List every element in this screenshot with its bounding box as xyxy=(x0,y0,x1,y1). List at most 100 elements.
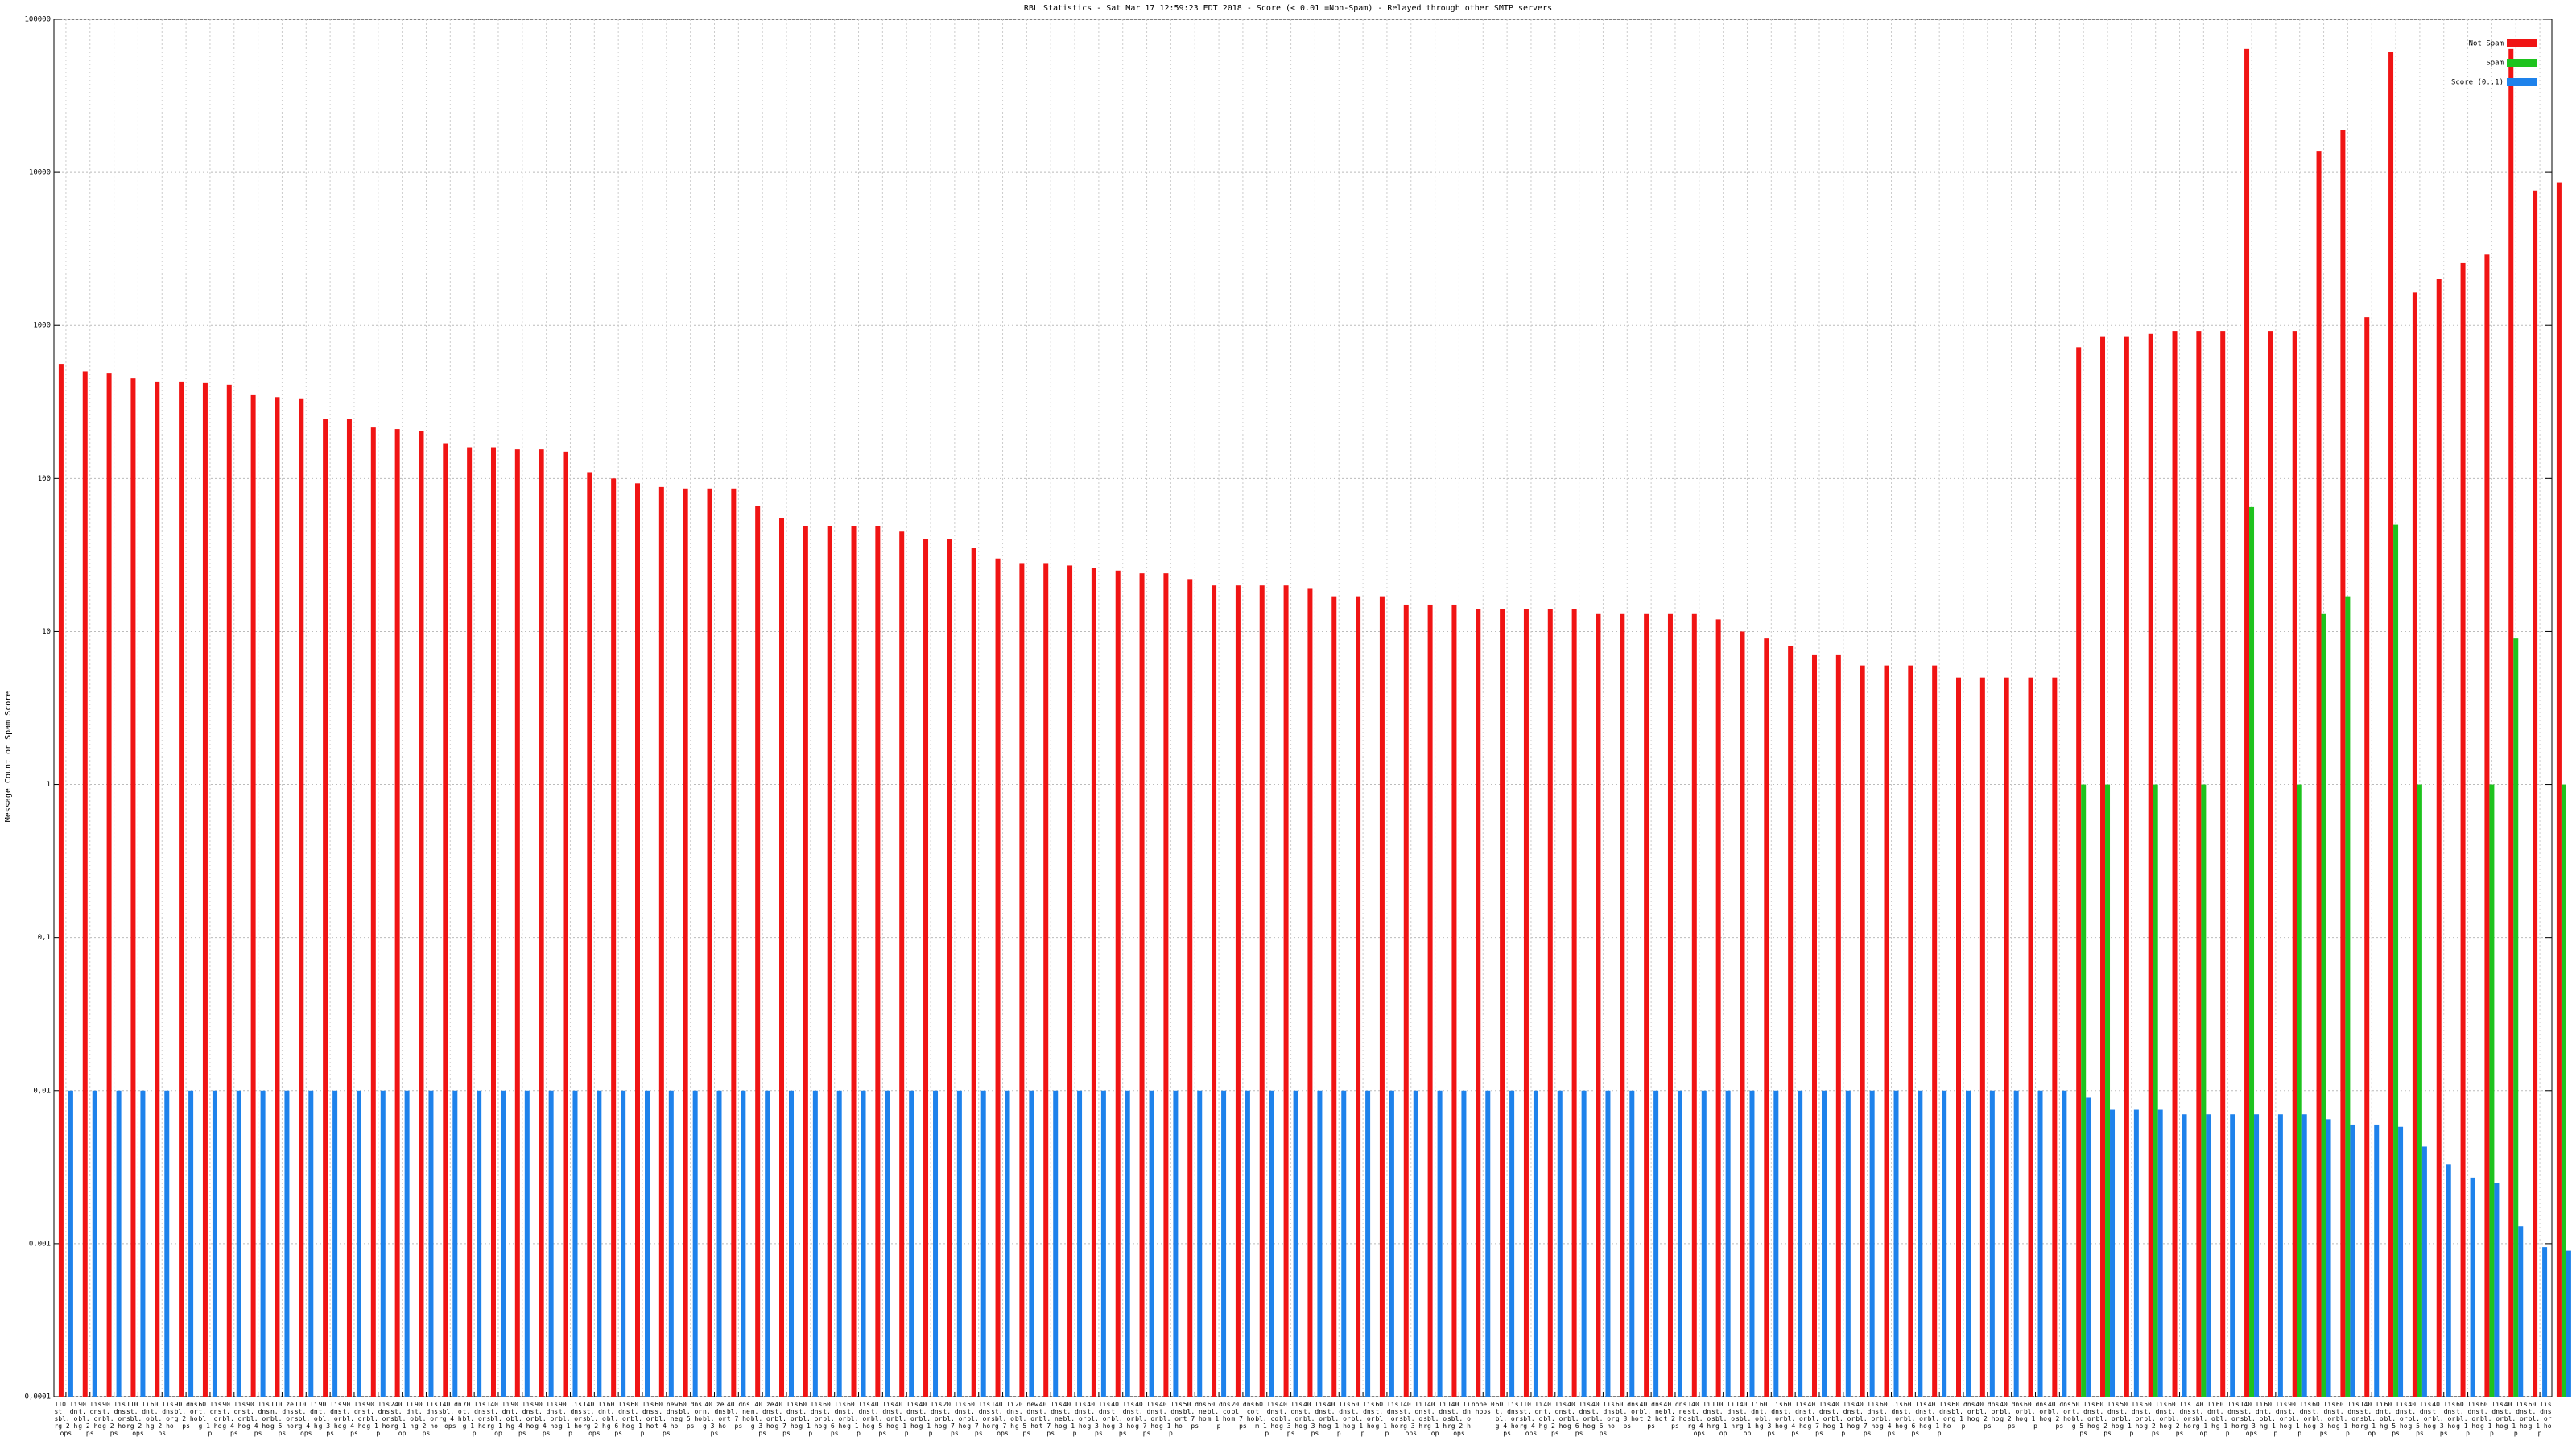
bar xyxy=(2484,254,2490,1397)
bar xyxy=(2220,331,2226,1397)
x-tick-label: 60 list. dnsbl. org 1 hop xyxy=(630,1401,654,1437)
x-tick-label: 40 list. dnsbl. org 1 hop xyxy=(919,1401,943,1437)
x-tick-label: 40 zen. dnsbl. org 3 hops xyxy=(703,1401,726,1437)
bar xyxy=(1341,1090,1347,1397)
bar xyxy=(155,381,160,1397)
bar xyxy=(356,1090,361,1397)
bar xyxy=(1547,609,1553,1397)
legend-label: Spam xyxy=(2486,60,2504,68)
bar xyxy=(250,394,256,1397)
bar xyxy=(1221,1090,1227,1397)
bar xyxy=(1187,579,1193,1397)
bar xyxy=(909,1090,914,1397)
bar xyxy=(548,1090,554,1397)
x-tick-label: 60 list. dnsbl. org 1 hop xyxy=(2528,1401,2552,1437)
bar xyxy=(1259,585,1265,1397)
bar xyxy=(380,1090,386,1397)
bar xyxy=(1029,1090,1034,1397)
x-tick-label: 50 list. dnsbl. org 7 hops xyxy=(967,1401,991,1437)
bar xyxy=(2421,1146,2427,1397)
bar xyxy=(1821,1090,1827,1397)
x-tick-label: 60 list. dnsbl. org 1 hop xyxy=(2335,1401,2359,1437)
bar xyxy=(2254,1114,2260,1397)
x-tick-label: 60 list. dnsbl. org 2 hops xyxy=(2095,1401,2120,1437)
bar xyxy=(467,447,473,1397)
bar xyxy=(1307,588,1313,1397)
y-tick-label: 100 xyxy=(38,475,51,483)
x-tick-label: 40 dnsbl. org 2 hops xyxy=(1975,1401,2000,1430)
x-tick-label: 60 news. dnsbl. net 4 hops xyxy=(654,1401,679,1437)
bar xyxy=(1245,1090,1250,1397)
bar xyxy=(284,1090,290,1397)
bar xyxy=(428,1090,434,1397)
bar xyxy=(140,1090,146,1397)
bar xyxy=(1764,638,1769,1397)
bar xyxy=(2446,1164,2451,1397)
bar xyxy=(755,506,761,1397)
bar xyxy=(789,1090,795,1397)
bar xyxy=(1620,613,1625,1397)
bar xyxy=(1893,1090,1899,1397)
bar xyxy=(2340,130,2346,1397)
bar xyxy=(2556,182,2562,1397)
x-tick-label: 40 list. dnsbl. org 1 hop xyxy=(1327,1401,1351,1437)
bar xyxy=(933,1090,939,1397)
bar xyxy=(885,1090,890,1397)
bar xyxy=(2436,279,2442,1397)
bar xyxy=(202,382,208,1397)
y-tick-label: 0,001 xyxy=(29,1240,51,1248)
x-tick-label: 40 dnsbl. org 2 hops xyxy=(2047,1401,2071,1430)
bar xyxy=(106,373,112,1397)
x-tick-label: 60 list. dnsbl. org 6 hops xyxy=(823,1401,847,1437)
bar xyxy=(2417,784,2422,1397)
x-tick-label: 60 list. dnsbl. org 1 hop xyxy=(1375,1401,1399,1437)
x-tick-label: 140 list. dnsbl. org 2 hops xyxy=(582,1401,606,1437)
bar xyxy=(611,478,617,1397)
bar xyxy=(2249,506,2255,1397)
bar xyxy=(1019,563,1025,1397)
bar xyxy=(2326,1119,2331,1397)
x-tick-label: 40 list. dnsbl. org 3 hops xyxy=(1087,1401,1111,1437)
bar xyxy=(1067,565,1073,1397)
x-tick-label: 40 list. dnsbl. org 1 hop xyxy=(1158,1401,1183,1437)
bar xyxy=(2321,613,2326,1397)
bar xyxy=(668,1090,674,1397)
bar xyxy=(1476,609,1481,1397)
x-tick-label: 40 list. dnsbl. org 5 hops xyxy=(870,1401,894,1437)
bar xyxy=(779,518,785,1397)
bar xyxy=(2037,1090,2043,1397)
bar xyxy=(2244,48,2250,1397)
bar xyxy=(2364,317,2370,1397)
bar xyxy=(1365,1090,1371,1397)
bar xyxy=(1331,596,1337,1397)
x-tick-label: 40 list. dnsbl. org 7 hops xyxy=(1135,1401,1159,1437)
bar xyxy=(1043,563,1049,1397)
x-tick-label: 110 list. dnsbl. org 2 hops xyxy=(126,1401,150,1437)
x-tick-label: 60 list. dnsbl. org 2 hops xyxy=(150,1401,174,1437)
y-tick-label: 10000 xyxy=(29,169,51,177)
x-tick-label: 60 list. dnsbl. org 1 hop xyxy=(799,1401,823,1437)
x-tick-label: none 0 hops xyxy=(1471,1401,1495,1415)
x-tick-label: 60 dnsbl. org 5 hops xyxy=(679,1401,703,1430)
x-tick-label: 40 dnsbl. net 2 hops xyxy=(1663,1401,1687,1430)
bar xyxy=(2133,1109,2139,1397)
x-tick-label: 50 list. dnsbl. org 5 hops xyxy=(2071,1401,2095,1437)
x-tick-label: 140 list. dnsbl. org 2 hops xyxy=(1447,1401,1471,1437)
bar xyxy=(1979,677,1985,1397)
x-tick-label: 140 list. dnsbl. org 1 hop xyxy=(2359,1401,2384,1437)
x-tick-label: 90 list. dnsbl. org 1 hop xyxy=(559,1401,582,1437)
bar xyxy=(803,526,808,1397)
bar xyxy=(861,1090,866,1397)
bar xyxy=(563,451,568,1397)
bar xyxy=(2393,524,2399,1397)
x-tick-label: 40 list. dnsbl. org 5 hops xyxy=(2408,1401,2432,1437)
bar xyxy=(947,539,952,1397)
bar xyxy=(164,1090,170,1397)
x-tick-label: 50 dnsbl. net 7 hops xyxy=(1183,1401,1207,1430)
y-tick-label: 1 xyxy=(47,781,51,789)
bar xyxy=(1212,585,1217,1397)
bar xyxy=(2052,677,2058,1397)
bar xyxy=(1523,609,1529,1397)
